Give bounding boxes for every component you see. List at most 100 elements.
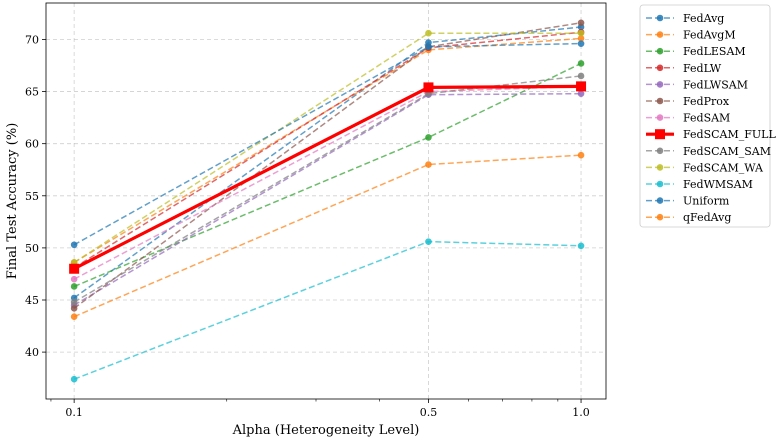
series-fedsam: [70, 83, 585, 283]
y-tick-label: 55: [25, 190, 39, 203]
series-fedscam-wa: [70, 29, 585, 266]
legend-marker: [656, 97, 664, 105]
legend-entry: FedLESAM: [646, 45, 746, 58]
legend-label: FedLWSAM: [683, 78, 748, 91]
legend-entry: FedLW: [646, 62, 722, 75]
series-line: [73, 22, 582, 309]
series-line: [73, 154, 582, 318]
series-fedlwsam: [70, 90, 585, 309]
data-point: [577, 29, 585, 37]
legend-frame: [639, 4, 771, 228]
legend-entry: Uniform: [646, 195, 730, 208]
series-line: [73, 240, 582, 380]
data-point: [425, 29, 432, 37]
legend-marker: [656, 213, 664, 221]
series-fedwmsam: [70, 238, 585, 383]
series-fedprox: [70, 19, 585, 312]
legend-label: FedSCAM_WA: [683, 161, 764, 174]
legend-entry: qFedAvg: [646, 211, 731, 224]
legend: FedAvg FedAvgM FedLESAM FedLW FedLWSAM FedPro…: [639, 4, 776, 228]
legend-marker: [656, 14, 664, 22]
data-point: [577, 151, 585, 159]
legend-label: FedAvg: [683, 12, 724, 25]
x-tick-label: 0.5: [420, 406, 438, 419]
data-point: [70, 241, 78, 249]
legend-entry: FedProx: [646, 95, 730, 108]
legend-marker: [656, 81, 664, 88]
y-tick-label: 60: [25, 138, 39, 151]
legend-marker: [656, 180, 664, 188]
legend-label: FedLESAM: [683, 45, 746, 58]
x-tick-label: 1.0: [572, 406, 590, 419]
data-point: [425, 134, 432, 141]
legend-marker: [656, 64, 664, 72]
grid: [46, 3, 606, 399]
series-fedscam-sam: [70, 72, 585, 306]
legend-entry: FedLWSAM: [646, 78, 748, 91]
legend-label: qFedAvg: [683, 211, 731, 224]
legend-marker: [655, 129, 665, 140]
legend-label: FedAvgM: [683, 29, 736, 42]
data-point: [577, 242, 585, 250]
series-line: [73, 85, 582, 280]
data-point: [577, 35, 585, 42]
data-point: [70, 375, 78, 383]
series-lines: [69, 19, 587, 383]
legend-marker: [656, 164, 664, 171]
series-fedscam-full: [69, 81, 587, 274]
y-tick-label: 70: [25, 33, 39, 46]
legend-label: FedSCAM_SAM: [683, 145, 771, 158]
legend-marker: [656, 114, 664, 121]
data-point: [425, 161, 432, 168]
y-tick-label: 50: [25, 242, 39, 255]
series-fedlw: [70, 28, 585, 271]
legend-entry: FedSCAM_WA: [646, 161, 764, 174]
data-point: [70, 305, 78, 312]
legend-marker: [656, 47, 664, 55]
series-qfedavg: [70, 151, 585, 320]
legend-entry: FedAvg: [646, 12, 724, 25]
data-point: [576, 81, 587, 92]
legend-label: FedSAM: [683, 112, 730, 125]
legend-marker: [656, 31, 664, 38]
data-point: [70, 313, 78, 320]
legend-entry: FedAvgM: [646, 29, 736, 42]
series-uniform: [70, 40, 585, 249]
legend-label: FedSCAM_FULL: [683, 128, 776, 141]
series-line: [73, 84, 582, 271]
legend-entry: FedSAM: [646, 112, 730, 125]
legend-entry: FedSCAM_FULL: [646, 128, 776, 141]
y-tick-label: 40: [25, 346, 39, 359]
legend-label: FedWMSAM: [683, 178, 753, 191]
data-point: [425, 43, 432, 51]
legend-label: Uniform: [683, 195, 730, 208]
x-tick-label: 0.1: [65, 406, 83, 419]
data-point: [70, 275, 78, 283]
axis-ticks: 40 45 50 55 60 65 70 0.1 0.5 1.0: [25, 33, 590, 419]
legend-entry: FedSCAM_SAM: [646, 145, 771, 158]
data-point: [70, 283, 78, 290]
series-line: [73, 75, 582, 303]
series-line: [73, 92, 582, 306]
series-line: [73, 42, 582, 246]
data-point: [423, 82, 434, 93]
data-point: [577, 90, 585, 97]
plot-area-frame: [45, 2, 607, 400]
data-point: [577, 60, 585, 67]
data-point: [577, 40, 585, 47]
data-point: [577, 19, 585, 27]
legend-marker: [656, 197, 664, 204]
series-line: [73, 32, 582, 264]
y-tick-label: 65: [25, 86, 39, 99]
y-axis-label: Final Test Accuracy (%): [5, 123, 20, 280]
x-axis-label: Alpha (Heterogeneity Level): [232, 423, 420, 437]
data-point: [69, 263, 80, 274]
legend-marker: [656, 147, 664, 155]
data-point: [577, 72, 585, 80]
legend-entry: FedWMSAM: [646, 178, 753, 191]
legend-label: FedProx: [683, 95, 730, 108]
series-line: [73, 26, 582, 299]
series-line: [73, 37, 582, 264]
legend-label: FedLW: [683, 62, 722, 75]
